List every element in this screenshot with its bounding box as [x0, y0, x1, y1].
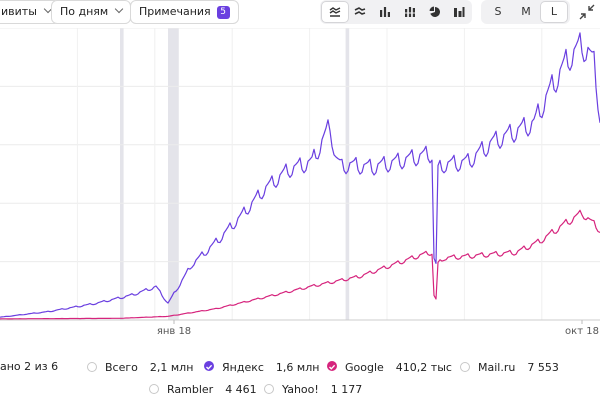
size-m-button[interactable]: M — [521, 5, 531, 18]
legend-item-value: 1 177 — [330, 383, 363, 396]
legend-item-value: 1,6 млн — [275, 361, 320, 374]
grouping-dropdown-label: По дням — [60, 5, 109, 18]
legend-item-name: Яндекс — [222, 361, 264, 374]
annotation-band[interactable] — [345, 28, 350, 320]
checkmark-icon — [206, 364, 213, 370]
legend-item-name: Yahoo! — [282, 383, 319, 396]
chart-type-area-stacked[interactable] — [322, 2, 348, 22]
legend-item-total[interactable]: Всего 2,1 млн — [87, 360, 193, 376]
legend-item-name: Rambler — [167, 383, 214, 396]
legend-item-value: 7 553 — [527, 361, 559, 374]
x-tick-label: янв 18 — [157, 326, 191, 337]
annotation-band[interactable] — [168, 28, 179, 320]
chart-type-column[interactable] — [446, 2, 472, 22]
chart-size-switcher: S M L — [481, 0, 570, 24]
size-s-button[interactable]: S — [494, 5, 502, 18]
series-shown-count: ано 2 из 6 — [0, 360, 59, 373]
chart-grid — [0, 28, 600, 321]
annotation-band[interactable] — [120, 28, 124, 320]
legend-item-name: Google — [345, 361, 384, 374]
legend-checkbox[interactable] — [87, 362, 97, 372]
stacked-bar-icon — [404, 7, 416, 17]
legend-row-1: Всего 2,1 млн Яндекс 1,6 млн Google 410,2 т… — [0, 360, 600, 376]
chart-type-stacked-bar[interactable] — [397, 2, 423, 22]
chart-type-line[interactable] — [347, 2, 373, 22]
bar-icon — [380, 7, 390, 17]
expand-button[interactable] — [576, 2, 598, 22]
x-tick-label: окт 18 — [565, 326, 599, 337]
chart-type-switcher — [320, 0, 472, 24]
series-line[interactable] — [0, 32, 600, 318]
legend-checkbox[interactable] — [327, 361, 337, 371]
legend-checkbox[interactable] — [204, 361, 214, 371]
area-stacked-icon — [329, 7, 341, 17]
line-chart: янв 18 окт 18 — [0, 28, 600, 337]
column-icon — [454, 7, 465, 17]
legend-item-value: 2,1 млн — [149, 361, 194, 374]
line-icon — [354, 7, 366, 15]
annotation-bands — [120, 28, 350, 320]
pie-icon — [429, 6, 441, 17]
legend-row-2: Rambler 4 461 Yahoo! 1 177 — [0, 382, 600, 398]
collapse-arrows-icon — [579, 4, 595, 20]
notes-count-badge: 5 — [216, 6, 230, 19]
dimension-dropdown-label: ивиты — [1, 5, 37, 18]
legend-item-value: 410,2 тыс — [395, 361, 452, 374]
dimension-dropdown[interactable]: ивиты — [0, 0, 60, 24]
legend-checkbox[interactable] — [149, 384, 159, 394]
legend-item-name: Mail.ru — [478, 361, 516, 374]
legend-item-mailru[interactable]: Mail.ru 7 553 — [460, 360, 559, 376]
legend-item-yahoo[interactable]: Yahoo! 1 177 — [264, 382, 362, 398]
grouping-dropdown[interactable]: По дням — [51, 0, 132, 24]
size-l-button[interactable]: L — [541, 2, 567, 22]
chevron-down-icon — [114, 4, 124, 14]
chart-series — [0, 32, 600, 320]
legend-checkbox[interactable] — [264, 384, 274, 394]
legend-checkbox[interactable] — [460, 362, 470, 372]
legend-item-name: Всего — [105, 361, 138, 374]
notes-button[interactable]: Примечания 5 — [130, 0, 239, 24]
chart-type-pie[interactable] — [422, 2, 448, 22]
chart-type-bar[interactable] — [372, 2, 398, 22]
x-axis: янв 18 окт 18 — [157, 320, 599, 337]
legend-item-yandex[interactable]: Яндекс 1,6 млн — [204, 360, 319, 376]
chart-toolbar: ивиты По дням Примечания 5 S M L — [0, 0, 600, 26]
legend-item-rambler[interactable]: Rambler 4 461 — [149, 382, 257, 398]
checkmark-icon — [329, 364, 336, 370]
legend-item-google[interactable]: Google 410,2 тыс — [327, 360, 452, 376]
legend-item-value: 4 461 — [225, 383, 257, 396]
series-line[interactable] — [0, 209, 600, 320]
notes-label: Примечания — [139, 5, 211, 18]
